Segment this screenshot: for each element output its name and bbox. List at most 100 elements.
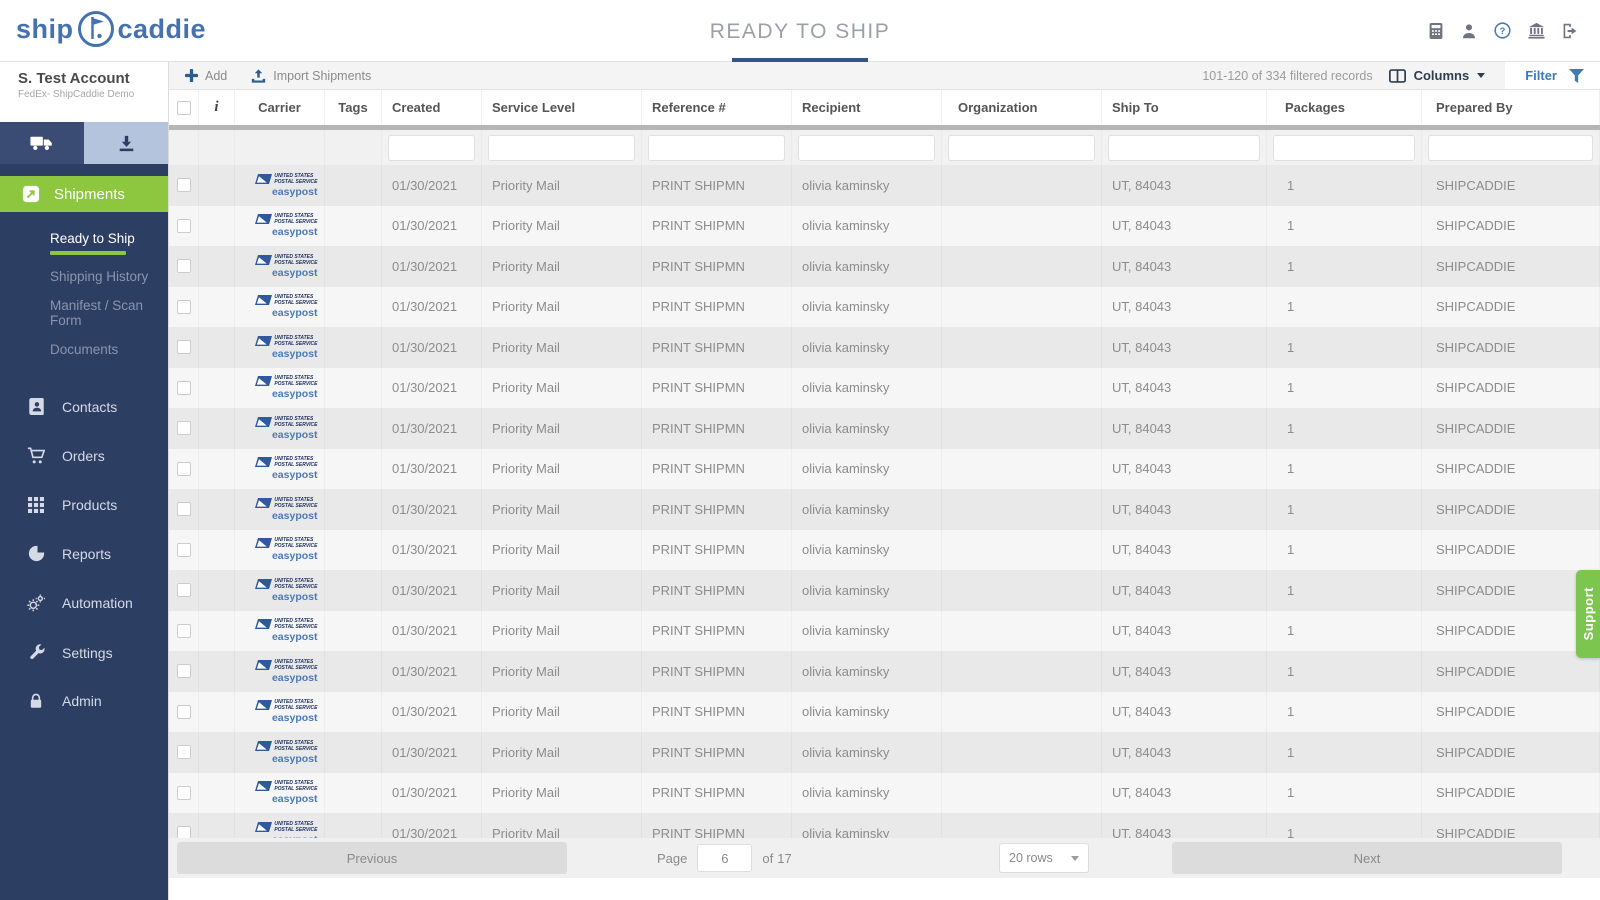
usps-text-line2: POSTAL SERVICE [274, 624, 318, 631]
add-button[interactable]: Add [185, 69, 227, 83]
sidebar-item-admin[interactable]: Admin [0, 677, 168, 725]
brand-logo[interactable]: ship caddie [16, 9, 206, 49]
tab-import[interactable] [84, 122, 168, 164]
tab-shipping[interactable] [0, 122, 84, 164]
carrier-easypost-label: easypost [271, 226, 318, 239]
carrier-easypost-label: easypost [271, 185, 318, 198]
packages-cell: 1 [1267, 773, 1422, 814]
usps-logo-icon [252, 456, 273, 468]
sidebar-item-automation[interactable]: Automation [0, 578, 168, 628]
bank-icon[interactable] [1528, 22, 1545, 39]
sidebar-item-shipments[interactable]: Shipments [0, 176, 168, 212]
select-all-checkbox[interactable] [176, 100, 191, 115]
usps-text-line1: UNITED STATES [274, 375, 314, 382]
row-checkbox[interactable] [176, 542, 191, 557]
carrier-easypost-label: easypost [271, 428, 318, 441]
subnav-shipping-history[interactable]: Shipping History [50, 269, 149, 284]
row-select-cell [169, 489, 199, 530]
import-shipments-label: Import Shipments [273, 68, 372, 83]
row-checkbox[interactable] [176, 785, 191, 800]
filter-input-recipient[interactable] [798, 134, 935, 161]
sidebar-item-contacts[interactable]: Contacts [0, 382, 168, 431]
prepared-by-cell: SHIPCADDIE [1422, 449, 1600, 490]
subnav-documents[interactable]: Documents [50, 342, 119, 357]
row-checkbox[interactable] [176, 380, 191, 395]
row-select-cell [169, 165, 199, 206]
row-checkbox[interactable] [176, 664, 191, 679]
packages-cell: 1 [1267, 813, 1422, 838]
row-checkbox[interactable] [176, 461, 191, 476]
filter-input-ship-to[interactable] [1108, 134, 1260, 161]
row-select-cell [169, 206, 199, 247]
row-checkbox[interactable] [176, 826, 191, 838]
truck-icon [30, 135, 54, 151]
rows-per-page-select[interactable]: 20 rows [999, 843, 1089, 873]
service-level-cell: Priority Mail [482, 651, 642, 692]
filter-button[interactable]: Filter [1505, 62, 1600, 89]
row-checkbox[interactable] [176, 259, 191, 274]
columns-button-label: Columns [1413, 68, 1470, 83]
horizontal-scrollbar[interactable] [169, 125, 1600, 130]
recipient-cell: olivia kaminsky [792, 206, 942, 247]
usps-logo-icon [252, 173, 273, 185]
row-checkbox[interactable] [176, 745, 191, 760]
filter-input-reference[interactable] [648, 134, 785, 161]
organization-cell [942, 165, 1102, 206]
carrier-cell: UNITED STATES POSTAL SERVICE easypost [235, 530, 325, 571]
reference-cell: PRINT SHIPMN [642, 287, 792, 328]
table-row: UNITED STATES POSTAL SERVICE easypost 01… [169, 529, 1600, 571]
prepared-by-cell: SHIPCADDIE [1422, 206, 1600, 247]
row-checkbox[interactable] [176, 340, 191, 355]
recipient-cell: olivia kaminsky [792, 732, 942, 773]
table-row: UNITED STATES POSTAL SERVICE easypost 01… [169, 489, 1600, 530]
created-cell: 01/30/2021 [382, 246, 482, 287]
row-info-cell [199, 611, 235, 652]
row-checkbox[interactable] [176, 704, 191, 719]
previous-page-button[interactable]: Previous [177, 842, 567, 874]
packages-cell: 1 [1267, 570, 1422, 611]
sidebar-item-reports[interactable]: Reports [0, 529, 168, 578]
filter-input-organization[interactable] [948, 134, 1095, 161]
page-number-input[interactable] [697, 844, 753, 872]
filter-input-service-level[interactable] [488, 134, 635, 161]
prepared-by-cell: SHIPCADDIE [1422, 692, 1600, 733]
columns-button[interactable]: Columns [1388, 68, 1486, 83]
topbar: ship caddie READY TO SHIP ? [0, 0, 1600, 62]
created-cell: 01/30/2021 [382, 692, 482, 733]
row-info-cell [199, 732, 235, 773]
recipient-cell: olivia kaminsky [792, 327, 942, 368]
row-info-cell [199, 287, 235, 328]
calculator-icon[interactable] [1428, 22, 1444, 39]
row-checkbox[interactable] [176, 623, 191, 638]
sidebar-item-settings[interactable]: Settings [0, 628, 168, 677]
subnav-ready-to-ship[interactable]: Ready to Ship [50, 224, 168, 262]
wrench-icon [26, 644, 46, 661]
ship-to-cell: UT, 84043 [1102, 530, 1267, 571]
organization-cell [942, 368, 1102, 409]
filter-input-packages[interactable] [1273, 134, 1415, 161]
subnav-manifest-scan-form[interactable]: Manifest / Scan Form [50, 298, 144, 328]
brand-name-left: ship [16, 13, 74, 44]
row-checkbox[interactable] [176, 421, 191, 436]
logout-icon[interactable] [1562, 23, 1578, 39]
topbar-icons: ? [1428, 22, 1578, 39]
user-icon[interactable] [1461, 23, 1477, 39]
sidebar-item-label: Admin [62, 693, 102, 709]
import-shipments-button[interactable]: Import Shipments [251, 69, 371, 83]
row-checkbox[interactable] [176, 583, 191, 598]
funnel-icon [1569, 68, 1584, 83]
row-checkbox[interactable] [176, 218, 191, 233]
of-label: of [762, 850, 774, 866]
next-page-button[interactable]: Next [1172, 842, 1562, 874]
support-tab[interactable]: Support [1576, 570, 1600, 658]
row-checkbox[interactable] [176, 502, 191, 517]
sidebar-item-orders[interactable]: Orders [0, 431, 168, 481]
help-icon[interactable]: ? [1494, 22, 1511, 39]
sidebar-item-products[interactable]: Products [0, 481, 168, 529]
filter-input-prepared-by[interactable] [1428, 134, 1593, 161]
row-checkbox[interactable] [176, 299, 191, 314]
row-checkbox[interactable] [176, 178, 191, 193]
usps-text-line1: UNITED STATES [274, 739, 314, 746]
reference-cell: PRINT SHIPMN [642, 813, 792, 838]
filter-input-created[interactable] [388, 134, 475, 161]
